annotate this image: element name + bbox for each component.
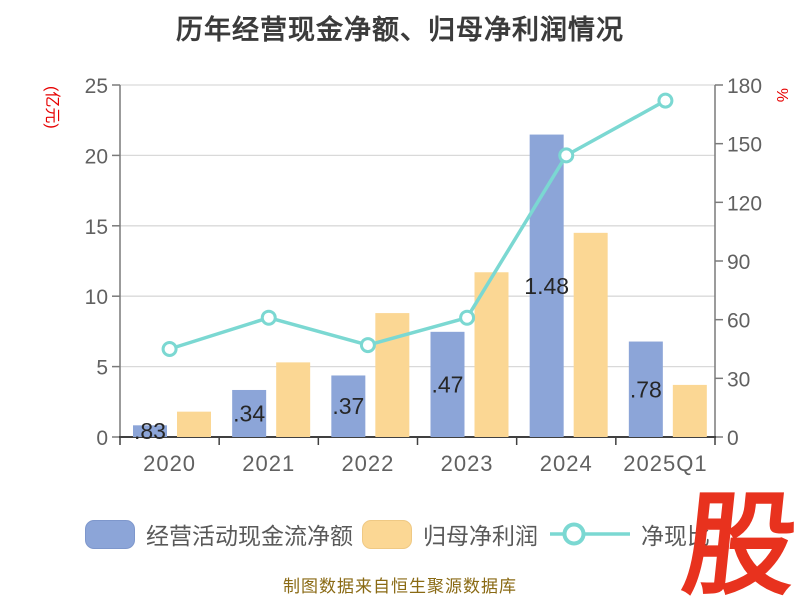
bar-net-profit-2024 [573,232,608,437]
bar-value-label-2025Q1: .78 [630,376,662,402]
y-axis-right-tick-label: 60 [727,310,750,333]
y-axis-left-tick-label: 10 [85,286,108,309]
x-axis-label-2024: 2024 [540,451,593,476]
legend-label-net-cash-ratio: 净现比 [641,523,710,549]
line-marker-2021 [260,309,277,326]
legend-item-net-profit[interactable]: 归母净利润 [362,518,538,550]
bar-value-label-2020: .83 [134,418,166,444]
y-axis-right-tick-label: 0 [727,427,739,450]
legend-label-net-profit: 归母净利润 [423,523,538,549]
bar-operating-cash-2020 [133,425,167,437]
line-marker-2024 [558,147,575,164]
y-axis-right-tick-label: 180 [727,75,762,98]
legend-item-net-cash-ratio[interactable]: 净现比 [550,518,710,550]
bar-value-label-2021: .34 [233,400,265,426]
line-marker-2023 [459,309,476,326]
bar-value-label-2022: .37 [332,393,364,419]
legend-label-operating-cash-flow: 经营活动现金流净额 [146,523,353,549]
bar-net-profit-2020 [177,411,211,437]
bar-value-label-2024: 1.48 [524,273,569,299]
x-axis-label-2022: 2022 [341,451,394,476]
y-axis-left-tick-label: 5 [96,357,108,380]
line-marker-2022 [359,337,376,354]
y-axis-right-tick-label: 150 [727,134,762,157]
x-axis-label-2023: 2023 [441,451,494,476]
footer-data-source: 制图数据来自恒生聚源数据库 [283,577,517,596]
legend-swatch-orange [362,519,412,549]
bar-operating-cash-2023 [430,331,465,437]
bar-operating-cash-2021 [232,389,267,437]
y-axis-right-tick-label: 90 [727,251,750,274]
bar-net-profit-2021 [276,362,311,437]
bar-net-profit-2023 [474,272,509,437]
y-axis-left-tick-label: 25 [85,75,108,98]
legend-item-operating-cash-flow[interactable]: 经营活动现金流净额 [85,518,353,550]
line-marker-2020 [161,341,178,357]
y-axis-left-tick-label: 15 [85,216,108,239]
net-cash-ratio-line [167,98,668,351]
bar-operating-cash-2025Q1 [628,341,663,437]
y-axis-right-tick-label: 120 [727,192,762,215]
y-axis-right-tick-label: 30 [727,368,750,391]
y-axis-left-tick-label: 20 [85,145,108,168]
logo-mark: 股 [677,483,800,600]
line-marker-2025Q1 [657,92,674,109]
x-axis-label-2025Q1: 2025Q1 [623,451,707,476]
bar-operating-cash-2022 [331,375,366,437]
legend-swatch-blue [85,519,135,549]
x-axis-label-2021: 2021 [242,451,295,476]
bar-net-profit-2025Q1 [672,384,707,437]
x-axis-label-2020: 2020 [143,451,196,476]
bar-net-profit-2022 [375,313,410,437]
chart-title: 历年经营现金净额、归母净利润情况 [176,15,624,45]
bar-value-label-2023: .47 [432,371,464,397]
y-axis-left-tick-label: 0 [96,427,108,450]
legend-line-marker-icon [550,522,630,546]
